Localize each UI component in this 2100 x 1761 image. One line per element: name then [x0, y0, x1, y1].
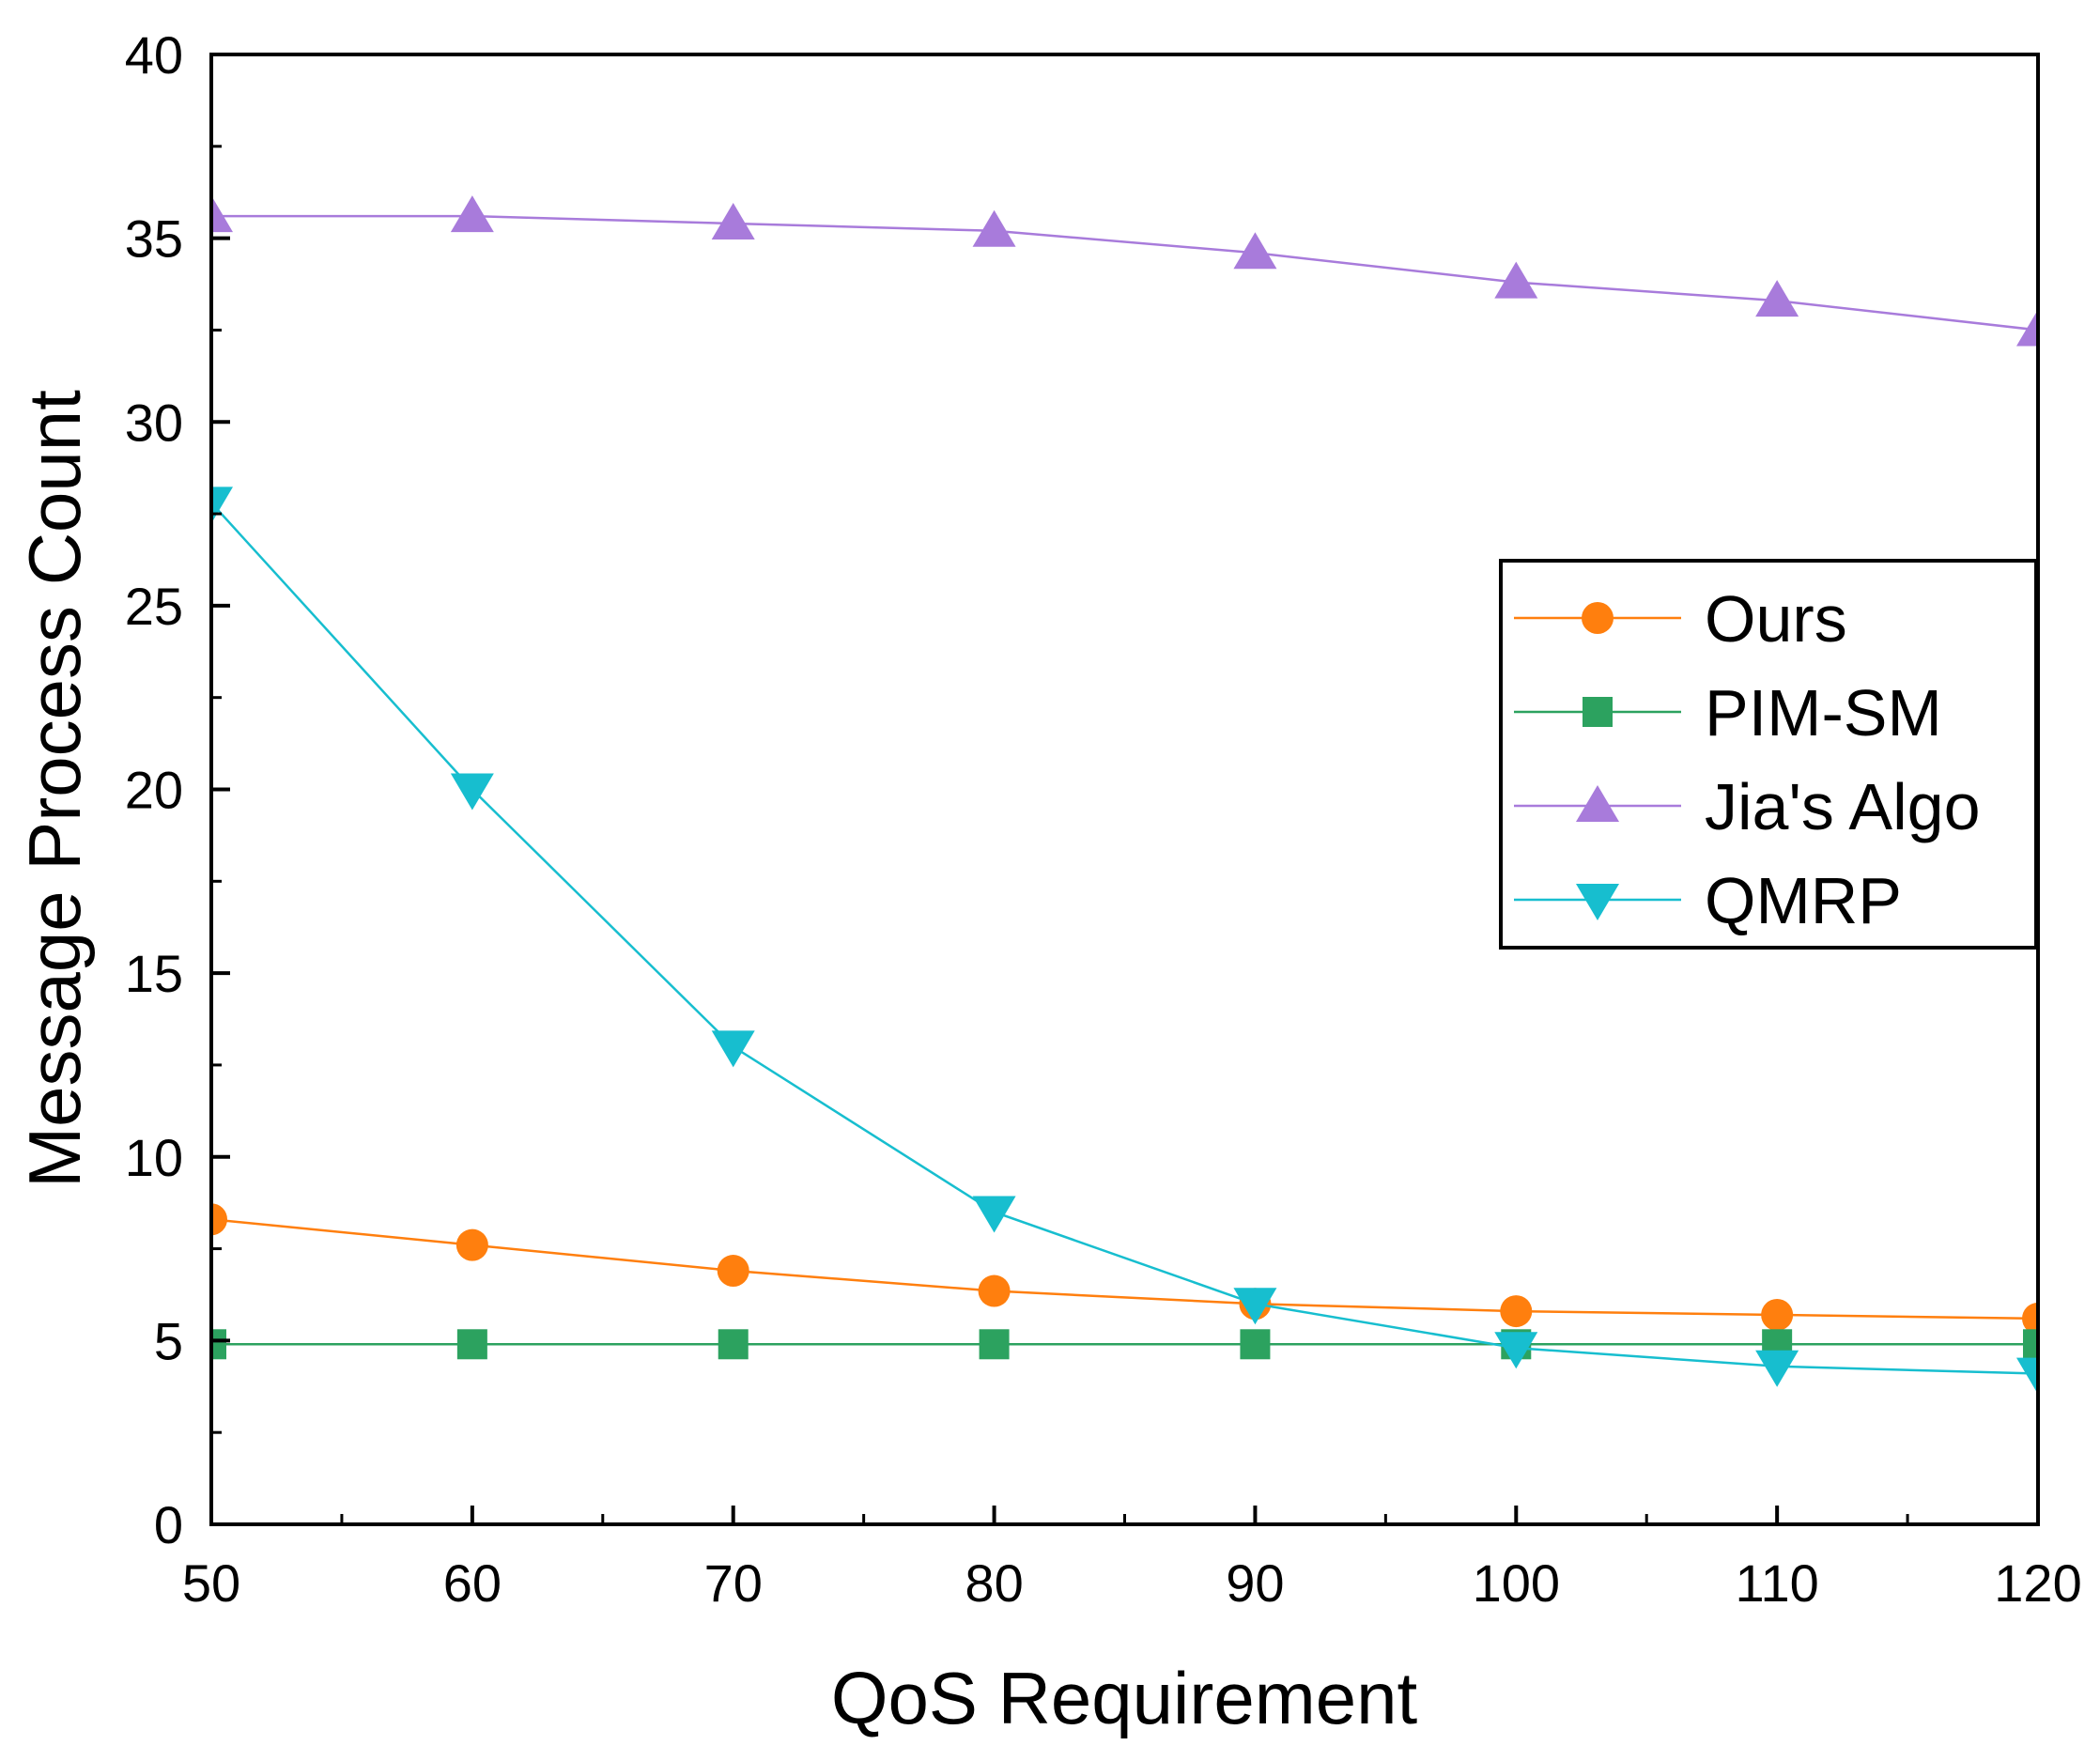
data-point [1494, 261, 1538, 299]
data-point [711, 1030, 755, 1068]
data-point [450, 773, 494, 811]
data-point [1761, 1298, 1794, 1331]
legend-marker [1576, 884, 1619, 920]
x-tick-label: 120 [1994, 1553, 2081, 1613]
series-jia-s-algo [211, 195, 2038, 347]
series-ours [211, 1203, 2038, 1335]
y-tick-label: 5 [154, 1311, 183, 1370]
legend-marker [1583, 697, 1613, 727]
y-tick-label: 35 [125, 209, 183, 269]
legend-marker [1582, 602, 1614, 634]
data-point [717, 1255, 749, 1288]
data-point [979, 1329, 1010, 1360]
data-point [2023, 1329, 2038, 1360]
x-axis-ticks: 50 60 70 80 90 100 110 120 [182, 1506, 2082, 1613]
data-point [1755, 1350, 1799, 1387]
x-tick-label: 70 [704, 1553, 763, 1613]
series-layer [211, 195, 2038, 1395]
data-point [2016, 1357, 2038, 1395]
legend-item: QMRP [1514, 864, 1902, 937]
x-tick-label: 80 [965, 1553, 1023, 1613]
y-axis-ticks: 0 5 10 15 20 25 30 35 40 [125, 25, 230, 1554]
data-point [2016, 309, 2038, 347]
data-point [978, 1274, 1011, 1307]
data-point [711, 202, 755, 239]
series-line [211, 1218, 2038, 1321]
data-point [1233, 232, 1277, 270]
data-point [2022, 1302, 2038, 1335]
x-tick-label: 100 [1473, 1553, 1560, 1613]
legend-label: Jia's Algo [1705, 770, 1981, 843]
y-tick-label: 0 [154, 1495, 183, 1554]
y-axis-title: Message Process Count [13, 390, 96, 1188]
data-point [211, 195, 233, 233]
legend-marker [1576, 785, 1619, 822]
data-point [456, 1228, 488, 1261]
x-tick-label: 60 [443, 1553, 502, 1613]
data-point [211, 1203, 227, 1236]
legend-label: QMRP [1705, 864, 1902, 937]
data-point [450, 195, 494, 233]
y-tick-label: 20 [125, 761, 183, 820]
y-tick-label: 30 [125, 393, 183, 452]
x-tick-label: 110 [1736, 1553, 1819, 1613]
data-point [1233, 1288, 1277, 1325]
series-line [211, 214, 2038, 332]
legend-item: Ours [1514, 582, 1847, 656]
y-tick-label: 25 [125, 577, 183, 636]
data-point [972, 1196, 1016, 1233]
data-point [1494, 1332, 1538, 1369]
x-tick-label: 50 [182, 1553, 240, 1613]
series-qmrp [211, 487, 2038, 1395]
data-point [211, 1329, 226, 1360]
x-tick-label: 90 [1226, 1553, 1284, 1613]
y-tick-label: 10 [125, 1128, 183, 1187]
legend-item: Jia's Algo [1514, 770, 1981, 843]
data-point [1500, 1295, 1533, 1328]
y-tick-label: 15 [125, 944, 183, 1003]
data-point [1240, 1329, 1271, 1360]
legend-item: PIM-SM [1514, 676, 1942, 749]
legend-label: PIM-SM [1705, 676, 1942, 749]
x-axis-title: QoS Requirement [831, 1657, 1418, 1739]
data-point [1755, 280, 1799, 317]
y-tick-label: 40 [125, 25, 183, 85]
data-point [972, 209, 1016, 247]
series-line [211, 502, 2038, 1375]
data-point [456, 1329, 487, 1360]
legend-label: Ours [1705, 582, 1847, 656]
legend: Ours PIM-SM Jia's Algo QMRP [1499, 559, 2038, 950]
data-point [718, 1329, 749, 1360]
